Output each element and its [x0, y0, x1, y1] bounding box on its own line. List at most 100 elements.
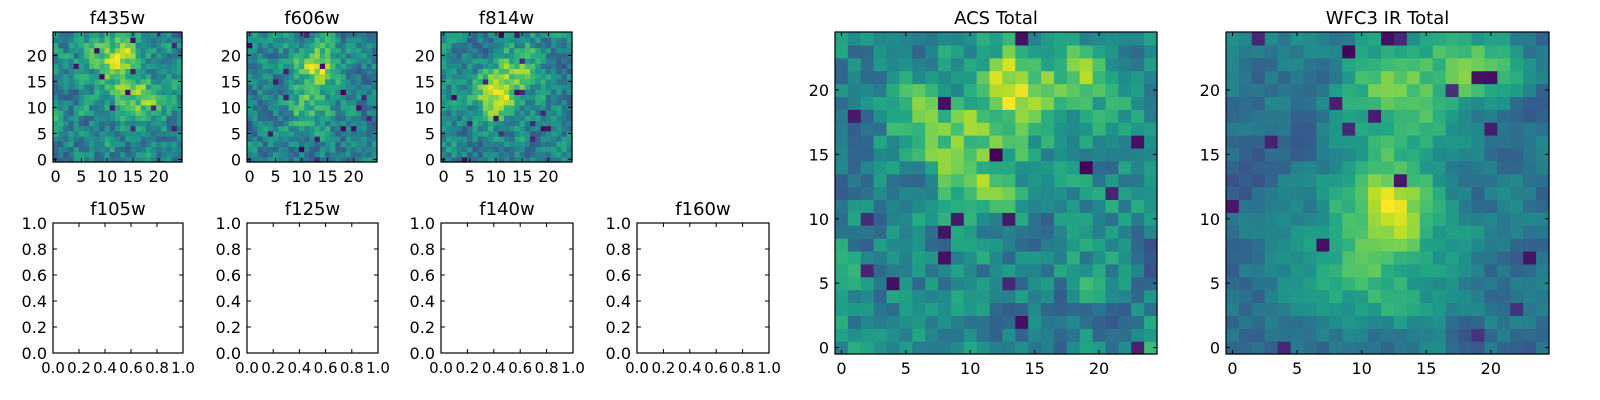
- heatmap-cell: [925, 122, 939, 136]
- heatmap-cell: [314, 52, 321, 59]
- heatmap-cell: [140, 136, 147, 142]
- heatmap-cell: [472, 125, 479, 132]
- heatmap-cell: [1264, 199, 1279, 213]
- heatmap-cell: [1368, 96, 1382, 110]
- heatmap-cell: [441, 47, 447, 54]
- heatmap-cell: [451, 136, 458, 142]
- heatmap-cell: [963, 83, 978, 97]
- heatmap-cell: [1118, 238, 1132, 252]
- heatmap-cell: [278, 52, 284, 59]
- heatmap-cell: [135, 125, 142, 132]
- heatmap-cell: [114, 63, 121, 69]
- heatmap-cell: [1342, 199, 1356, 213]
- heatmap-cell: [288, 84, 295, 90]
- heatmap-cell: [1497, 263, 1511, 278]
- heatmap-cell: [1303, 147, 1318, 162]
- heatmap-cell: [519, 120, 526, 127]
- heatmap-cell: [1316, 263, 1330, 278]
- heatmap-cell: [1393, 212, 1408, 226]
- heatmap-cell: [860, 199, 875, 213]
- heatmap-cell: [68, 125, 75, 132]
- heatmap-cell: [288, 110, 295, 116]
- y-tick-label: 15: [415, 72, 435, 91]
- heatmap-cell: [493, 73, 500, 80]
- heatmap-cell: [1497, 341, 1511, 355]
- heatmap-cell: [1419, 315, 1434, 329]
- heatmap-cell: [545, 115, 552, 121]
- x-tick-label: 0.4: [93, 359, 117, 377]
- heatmap-cell: [441, 68, 447, 75]
- heatmap-cell: [257, 84, 264, 90]
- heatmap-cell: [161, 136, 168, 142]
- heatmap-cell: [1432, 96, 1447, 110]
- heatmap-cell: [519, 52, 526, 59]
- heatmap-cell: [351, 68, 357, 75]
- heatmap-cell: [340, 58, 347, 64]
- heatmap-cell: [1523, 57, 1537, 72]
- heatmap-cell: [1342, 238, 1356, 252]
- heatmap-cell: [63, 89, 70, 95]
- heatmap-cell: [1053, 147, 1068, 162]
- heatmap-cell: [94, 78, 101, 85]
- heatmap-cell: [556, 47, 563, 54]
- heatmap-cell: [551, 32, 557, 38]
- heatmap-cell: [1368, 83, 1382, 97]
- heatmap-cell: [1510, 173, 1524, 188]
- heatmap-cell: [1251, 302, 1266, 316]
- heatmap-cell: [309, 52, 316, 59]
- heatmap-cell: [171, 63, 178, 69]
- heatmap-cell: [540, 84, 547, 90]
- heatmap-cell: [989, 238, 1004, 252]
- heatmap-cell: [498, 141, 505, 147]
- axes-frame: [246, 31, 378, 163]
- heatmap-cell: [299, 146, 305, 153]
- heatmap-cell: [1092, 341, 1107, 355]
- heatmap-cell: [314, 73, 321, 80]
- heatmap-cell: [299, 151, 305, 158]
- heatmap-cell: [835, 302, 849, 316]
- heatmap-cell: [166, 63, 173, 69]
- heatmap-cell: [976, 70, 991, 85]
- heatmap-cell: [53, 110, 59, 116]
- heatmap-cell: [1290, 109, 1305, 123]
- heatmap-cell: [451, 89, 458, 95]
- heatmap-cell: [73, 141, 80, 147]
- heatmap-cell: [503, 37, 510, 43]
- heatmap-cell: [1432, 83, 1447, 97]
- heatmap-cell: [1406, 109, 1421, 123]
- heatmap-cell: [319, 68, 326, 75]
- heatmap-cell: [267, 73, 274, 80]
- heatmap-cell: [1510, 70, 1524, 85]
- heatmap-cell: [345, 68, 352, 75]
- heatmap-cell: [1131, 83, 1145, 97]
- heatmap-cell: [109, 110, 116, 116]
- heatmap-cell: [314, 89, 321, 95]
- heatmap-cell: [330, 32, 336, 38]
- heatmap-cell: [1092, 122, 1107, 136]
- heatmap-cell: [886, 96, 900, 110]
- heatmap-cell: [1445, 250, 1460, 265]
- heatmap-cell: [125, 99, 131, 106]
- heatmap-cell: [467, 104, 474, 111]
- heatmap-cell: [556, 63, 563, 69]
- heatmap-cell: [1041, 44, 1055, 59]
- heatmap-cell: [1015, 147, 1029, 162]
- heatmap-cell: [1066, 263, 1081, 278]
- heatmap-cell: [293, 99, 300, 106]
- heatmap-cell: [1381, 315, 1395, 329]
- heatmap-cell: [1264, 96, 1279, 110]
- heatmap-cell: [1118, 263, 1132, 278]
- heatmap-cell: [299, 115, 305, 121]
- heatmap-cell: [477, 58, 484, 64]
- heatmap-cell: [556, 141, 563, 147]
- heatmap-cell: [299, 89, 305, 95]
- x-tick-label: 1.0: [757, 359, 781, 377]
- heatmap-cell: [847, 135, 862, 149]
- x-tick-label: 10: [1351, 359, 1371, 378]
- heatmap-cell: [456, 78, 463, 85]
- heatmap-cell: [1238, 160, 1253, 175]
- heatmap-cell: [1144, 57, 1158, 72]
- heatmap-cell: [566, 146, 573, 153]
- heatmap-cell: [556, 104, 563, 111]
- heatmap-cell: [545, 89, 552, 95]
